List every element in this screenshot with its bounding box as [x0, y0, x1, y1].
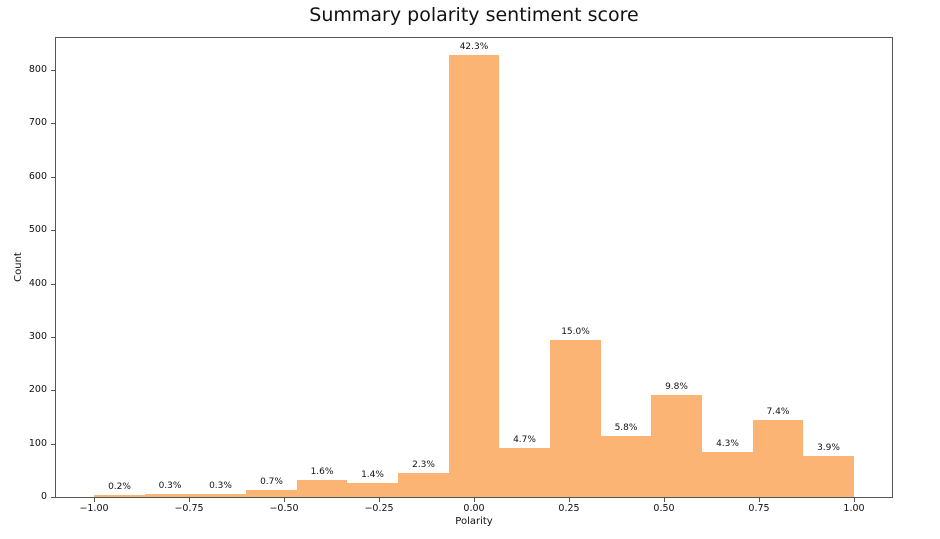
x-tick-mark — [854, 498, 855, 502]
y-tick-mark — [51, 123, 55, 125]
x-tick-mark — [94, 498, 95, 502]
plot-area: 0.2% 0.3% 0.3% 0.7% 1.6% 1.4% 2.3% 42.3% 4.7% 15.… — [55, 37, 893, 498]
x-axis-title: Polarity — [455, 516, 493, 527]
histogram-bar — [246, 490, 297, 497]
histogram-bar — [499, 448, 550, 497]
x-tick-mark — [664, 498, 665, 502]
y-tick-label: 400 — [28, 277, 47, 289]
bar-percentage-label: 42.3% — [459, 42, 489, 52]
histogram-bar — [651, 395, 702, 497]
bar-percentage-label: 4.7% — [513, 435, 536, 445]
histogram-bar — [702, 452, 753, 497]
x-tick-label: −0.75 — [174, 503, 204, 514]
y-tick-label: 200 — [28, 384, 47, 396]
x-tick-label: 0.50 — [653, 503, 675, 514]
y-tick-label: 500 — [28, 224, 47, 236]
histogram-bar — [398, 473, 449, 497]
bar-percentage-label: 15.0% — [561, 327, 590, 337]
bar-percentage-label: 0.3% — [158, 481, 182, 491]
chart-title: Summary polarity sentiment score — [309, 4, 639, 26]
y-tick-mark — [51, 443, 55, 445]
x-tick-label: 0.00 — [463, 503, 485, 514]
y-tick-label: 0 — [40, 491, 47, 502]
bar-percentage-label: 1.6% — [310, 467, 334, 477]
x-tick-mark — [284, 498, 285, 502]
y-axis-title: Count — [13, 252, 24, 282]
x-tick-label: 1.00 — [843, 503, 865, 514]
y-tick-label: 600 — [28, 170, 47, 182]
y-tick-mark — [51, 230, 55, 232]
bar-percentage-label: 9.8% — [665, 382, 688, 392]
bar-percentage-label: 2.3% — [412, 460, 435, 470]
y-tick-mark — [51, 176, 55, 178]
y-tick-label: 100 — [28, 437, 47, 449]
x-tick-mark — [569, 498, 570, 502]
y-tick-label: 700 — [28, 117, 47, 129]
x-tick-label: 0.25 — [558, 503, 580, 514]
y-tick-mark — [51, 497, 55, 498]
histogram-bar — [753, 420, 803, 497]
x-tick-mark — [474, 498, 475, 502]
x-tick-label: 0.75 — [748, 503, 770, 514]
histogram-bar — [601, 436, 651, 497]
x-tick-label: −1.00 — [79, 503, 109, 514]
y-tick-mark — [51, 283, 55, 285]
y-tick-mark — [51, 336, 55, 338]
bar-percentage-label: 1.4% — [361, 470, 384, 480]
bar-percentage-label: 7.4% — [766, 407, 790, 417]
histogram-bar — [550, 340, 601, 497]
histogram-bar — [449, 55, 499, 497]
histogram-bar — [803, 456, 854, 497]
y-tick-mark — [51, 390, 55, 392]
histogram-bar — [297, 480, 347, 497]
y-tick-mark — [51, 70, 55, 72]
x-tick-label: −0.50 — [269, 503, 299, 514]
histogram-bar — [347, 483, 398, 497]
bar-percentage-label: 0.7% — [260, 477, 283, 487]
x-tick-mark — [759, 498, 760, 502]
y-tick-label: 800 — [28, 64, 47, 76]
bar-percentage-label: 4.3% — [716, 439, 739, 449]
x-tick-mark — [189, 498, 190, 502]
x-tick-mark — [379, 498, 380, 502]
histogram-bar — [195, 494, 246, 497]
histogram-bar — [145, 494, 195, 497]
x-tick-label: −0.25 — [364, 503, 394, 514]
bar-percentage-label: 5.8% — [614, 423, 638, 433]
bar-percentage-label: 0.2% — [108, 482, 131, 492]
bar-percentage-label: 0.3% — [209, 481, 232, 491]
y-tick-label: 300 — [28, 330, 47, 342]
histogram-bar — [94, 495, 145, 497]
bar-percentage-label: 3.9% — [817, 443, 840, 453]
